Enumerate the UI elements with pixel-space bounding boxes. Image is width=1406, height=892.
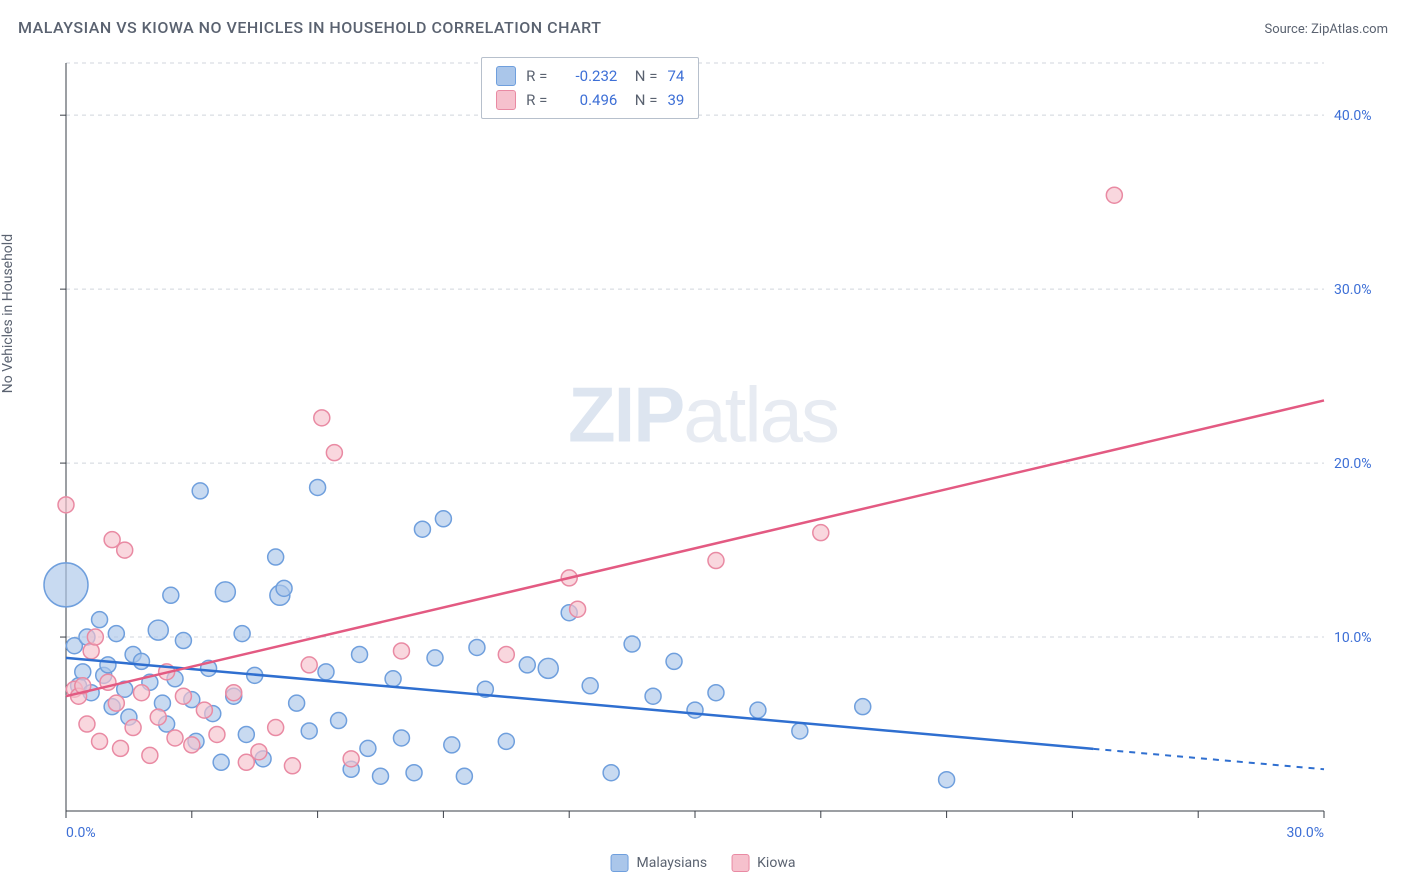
legend-swatch bbox=[731, 854, 749, 872]
svg-text:10.0%: 10.0% bbox=[1334, 630, 1372, 646]
stat-r-value: -0.232 bbox=[557, 64, 617, 88]
series-swatch bbox=[496, 66, 516, 86]
scatter-plot: 0.0% 30.0% 10.0% 20.0% 30.0% 40.0% bbox=[18, 55, 1388, 871]
stat-n-value: 39 bbox=[667, 88, 684, 112]
correlation-legend-box: R = -0.232 N = 74 R = 0.496 N = 39 bbox=[481, 57, 699, 119]
legend-item: Malaysians bbox=[611, 854, 708, 872]
stat-r-label: R = bbox=[526, 64, 547, 88]
stat-r-label: R = bbox=[526, 88, 547, 112]
legend-item: Kiowa bbox=[731, 854, 795, 872]
svg-text:0.0%: 0.0% bbox=[66, 825, 96, 841]
source-link[interactable]: ZipAtlas.com bbox=[1311, 22, 1388, 37]
svg-text:30.0%: 30.0% bbox=[1286, 825, 1324, 841]
source-attribution: Source: ZipAtlas.com bbox=[1264, 22, 1388, 37]
chart-title: MALAYSIAN VS KIOWA NO VEHICLES IN HOUSEH… bbox=[18, 18, 601, 37]
stat-n-label: N = bbox=[627, 64, 657, 88]
chart-area: No Vehicles in Household 0.0%30.0%10.0%2… bbox=[18, 55, 1388, 874]
series-swatch bbox=[496, 90, 516, 110]
legend-label: Kiowa bbox=[757, 855, 795, 871]
stat-row: R = -0.232 N = 74 bbox=[496, 64, 684, 88]
stat-row: R = 0.496 N = 39 bbox=[496, 88, 684, 112]
svg-text:30.0%: 30.0% bbox=[1334, 282, 1372, 298]
svg-text:20.0%: 20.0% bbox=[1334, 456, 1372, 472]
svg-text:40.0%: 40.0% bbox=[1334, 108, 1372, 124]
series-legend: Malaysians Kiowa bbox=[611, 854, 796, 872]
y-axis-label: No Vehicles in Household bbox=[0, 233, 16, 392]
stat-n-label: N = bbox=[627, 88, 657, 112]
legend-label: Malaysians bbox=[637, 855, 708, 871]
stat-n-value: 74 bbox=[667, 64, 684, 88]
stat-r-value: 0.496 bbox=[557, 88, 617, 112]
chart-header: MALAYSIAN VS KIOWA NO VEHICLES IN HOUSEH… bbox=[18, 18, 1388, 37]
legend-swatch bbox=[611, 854, 629, 872]
source-prefix: Source: bbox=[1264, 22, 1311, 37]
